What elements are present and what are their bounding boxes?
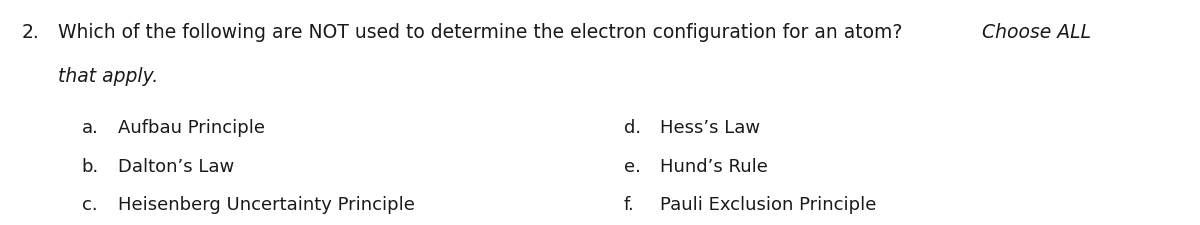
Text: Pauli Exclusion Principle: Pauli Exclusion Principle — [660, 196, 876, 214]
Text: d.: d. — [624, 119, 641, 137]
Text: Heisenberg Uncertainty Principle: Heisenberg Uncertainty Principle — [118, 196, 414, 214]
Text: a.: a. — [82, 119, 98, 137]
Text: 2.: 2. — [22, 22, 40, 41]
Text: c.: c. — [82, 196, 97, 214]
Text: Choose ALL: Choose ALL — [982, 22, 1091, 41]
Text: that apply.: that apply. — [58, 68, 158, 86]
Text: Hess’s Law: Hess’s Law — [660, 119, 760, 137]
Text: e.: e. — [624, 158, 641, 176]
Text: f.: f. — [624, 196, 635, 214]
Text: b.: b. — [82, 158, 98, 176]
Text: Dalton’s Law: Dalton’s Law — [118, 158, 234, 176]
Text: Aufbau Principle: Aufbau Principle — [118, 119, 265, 137]
Text: Which of the following are NOT used to determine the electron configuration for : Which of the following are NOT used to d… — [58, 22, 908, 41]
Text: Hund’s Rule: Hund’s Rule — [660, 158, 768, 176]
